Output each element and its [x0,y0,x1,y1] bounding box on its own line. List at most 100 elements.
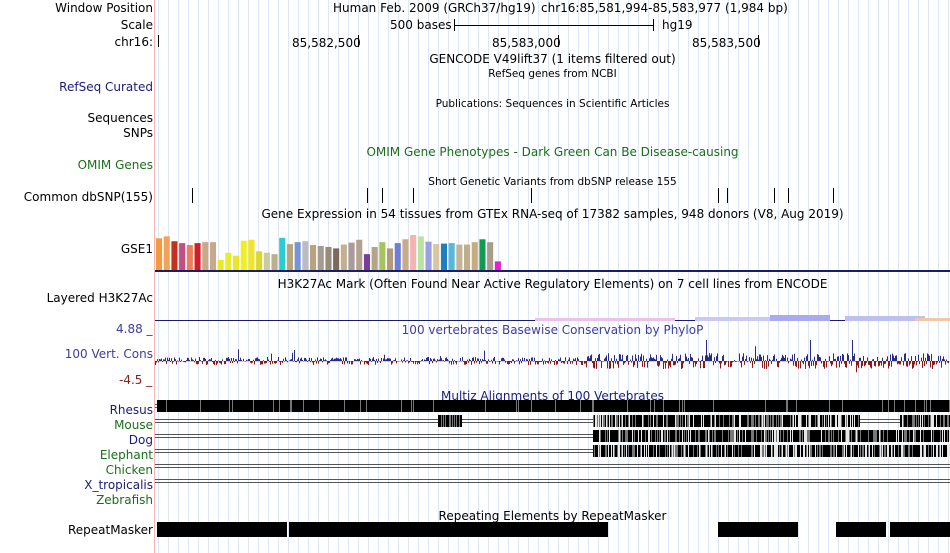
gtex-baseline [155,270,950,272]
gtex-tissue-bar[interactable] [425,241,432,270]
scale-label: Scale [120,18,153,32]
gtex-tissue-bar[interactable] [271,254,278,270]
gtex-tissue-bar[interactable] [163,236,170,270]
gtex-tissue-bar[interactable] [263,252,270,270]
gtex-tissue-bar[interactable] [433,244,440,270]
publications-track-title[interactable]: Publications: Sequences in Scientific Ar… [435,98,670,110]
gtex-tissue-bar[interactable] [194,243,201,270]
ruler-start-tick [158,35,159,47]
gtex-tissue-bar[interactable] [240,240,247,270]
species-label-rhesus[interactable]: Rhesus [109,403,153,417]
repeat-element [836,522,886,537]
gtex-tissue-bar[interactable] [325,246,332,270]
gtex-tissue-bar[interactable] [448,243,455,270]
cons-track-label[interactable]: 100 Vert. Cons [64,347,153,361]
gtex-tissue-bar[interactable] [464,244,471,270]
gtex-tissue-bar[interactable] [379,242,386,270]
gtex-tissue-bar[interactable] [387,248,394,270]
gtex-tissue-bar[interactable] [217,259,224,270]
species-label-dog[interactable]: Dog [128,433,153,447]
gtex-tissue-bar[interactable] [402,239,409,270]
gtex-tissue-bar[interactable] [202,242,209,270]
alignment-chicken [155,464,950,468]
species-label-chicken[interactable]: Chicken [105,463,153,477]
gtex-track-label[interactable]: GSE1 [120,242,153,256]
gtex-bar-chart[interactable] [155,222,950,272]
scale-db: hg19 [662,18,693,32]
gtex-track-title[interactable]: Gene Expression in 54 tissues from GTEx … [261,207,844,221]
gtex-tissue-bar[interactable] [286,244,293,270]
species-label-mouse[interactable]: Mouse [114,418,153,432]
species-label-zebrafish[interactable]: Zebrafish [96,493,153,507]
gtex-tissue-bar[interactable] [310,245,317,270]
gtex-tissue-bar[interactable] [417,236,424,270]
alignment-dog [155,430,950,442]
omim-track-title[interactable]: OMIM Gene Phenotypes - Dark Green Can Be… [366,145,739,159]
refseq-track-label[interactable]: RefSeq Curated [59,80,153,94]
ruler-tick [558,35,559,47]
gtex-tissue-bar[interactable] [179,243,186,270]
gencode-track-title[interactable]: GENCODE V49lift37 (1 items filtered out) [429,52,676,66]
gtex-tissue-bar[interactable] [371,246,378,270]
gtex-tissue-bar[interactable] [333,248,340,270]
gtex-tissue-bar[interactable] [186,245,193,270]
cons-min-label: -4.5 _ [119,373,153,387]
gtex-tissue-bar[interactable] [248,239,255,270]
repeat-element [718,522,798,537]
gtex-tissue-bar[interactable] [294,242,301,270]
repeatmasker-elements[interactable] [155,521,950,539]
multiz-track-title[interactable]: Multiz Alignments of 100 Vertebrates [440,389,665,403]
gtex-tissue-bar[interactable] [456,244,463,270]
repeatmasker-track-title[interactable]: Repeating Elements by RepeatMasker [438,509,667,523]
gtex-tissue-bar[interactable] [487,242,494,270]
chrom-label: chr16: [114,35,153,49]
species-label-x-tropicalis[interactable]: X_tropicalis [84,478,153,492]
gtex-tissue-bar[interactable] [348,242,355,270]
multiz-alignments[interactable] [155,400,950,508]
gtex-tissue-bar[interactable] [479,239,486,270]
gtex-tissue-bar[interactable] [440,243,447,270]
h3k27ac-signal[interactable] [155,310,950,322]
gtex-tissue-bar[interactable] [410,234,417,270]
gtex-tissue-bar[interactable] [340,244,347,270]
h3k27ac-track-label[interactable]: Layered H3K27Ac [46,291,153,305]
omim-track-label[interactable]: OMIM Genes [77,158,153,172]
repeat-element [157,522,287,537]
conservation-wiggle[interactable] [155,340,950,380]
scale-bar-right [653,19,654,31]
gtex-tissue-bar[interactable] [279,237,286,270]
repeat-element [890,522,950,537]
snps-track-label[interactable]: SNPs [123,126,153,140]
gtex-tissue-bar[interactable] [394,243,401,270]
repeatmasker-track-label[interactable]: RepeatMasker [67,523,153,537]
assembly-text: Human Feb. 2009 (GRCh37/hg19) [333,1,536,15]
dbsnp-variants[interactable] [155,188,950,204]
gtex-tissue-bar[interactable] [256,251,263,270]
gtex-tissue-bar[interactable] [471,242,478,270]
gtex-tissue-bar[interactable] [317,246,324,270]
ruler-tick-label: 85,582,500 [292,36,361,50]
gtex-tissue-bar[interactable] [225,252,232,270]
species-label-elephant[interactable]: Elephant [99,448,153,462]
gtex-tissue-bar[interactable] [302,241,309,270]
gtex-tissue-bar[interactable] [363,254,370,270]
ruler-tick-label: 85,583,500 [692,36,761,50]
gtex-tissue-bar[interactable] [156,238,163,270]
refseq-track-title[interactable]: RefSeq genes from NCBI [488,68,617,80]
ruler-tick [758,35,759,47]
gtex-tissue-bar[interactable] [171,241,178,270]
cons-track-title[interactable]: 100 vertebrates Basewise Conservation by… [401,323,704,337]
scale-text: 500 bases [390,18,452,32]
gtex-tissue-bar[interactable] [233,255,240,270]
window-position-label: Window Position [55,1,153,15]
dbsnp-track-title[interactable]: Short Genetic Variants from dbSNP releas… [428,176,677,188]
dbsnp-track-label[interactable]: Common dbSNP(155) [23,190,153,204]
alignment-rhesus [155,400,950,412]
h3k27ac-track-title[interactable]: H3K27Ac Mark (Often Found Near Active Re… [277,277,828,291]
position-text: chr16:85,581,994-85,583,977 (1,984 bp) [541,1,788,15]
alignment-elephant [155,445,950,457]
gtex-tissue-bar[interactable] [356,239,363,270]
gtex-tissue-bar[interactable] [209,242,216,270]
sequences-track-label[interactable]: Sequences [87,111,153,125]
gtex-tissue-bar[interactable] [494,261,501,270]
